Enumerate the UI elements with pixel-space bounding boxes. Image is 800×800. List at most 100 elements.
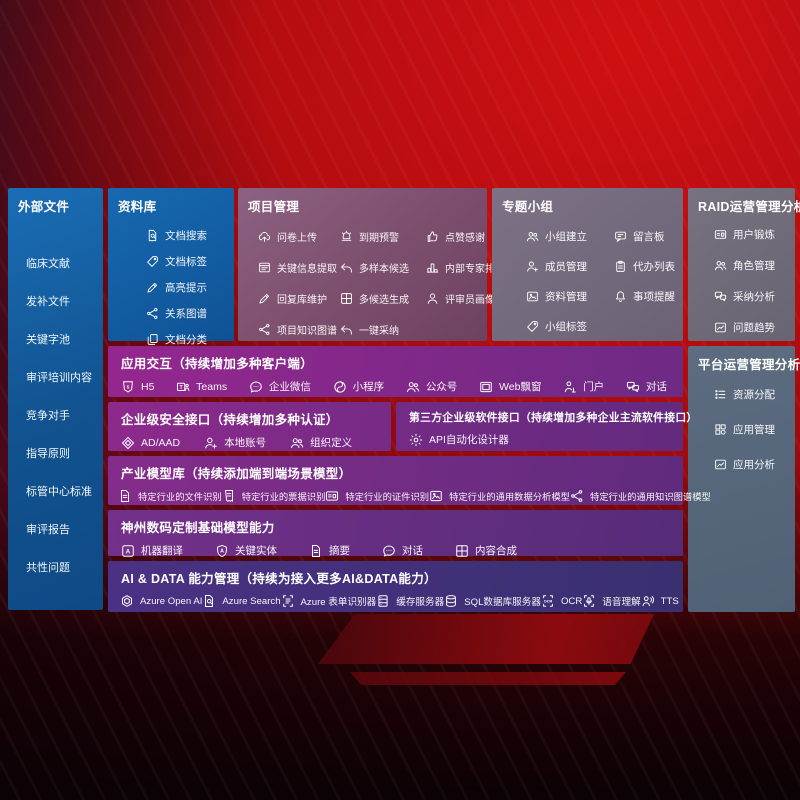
list-item: 点赞感谢 (426, 229, 505, 244)
list-item: 特定行业的通用知识图谱模型 (570, 489, 711, 503)
tag-icon (146, 255, 159, 268)
list-item: 缓存服务器 (376, 594, 444, 608)
item-label: 文档分类 (165, 334, 207, 346)
graph-icon (146, 307, 159, 320)
item-label: 公众号 (425, 381, 458, 393)
item-label: 机器翻译 (141, 545, 183, 557)
people-icon (526, 230, 539, 243)
form-recognizer-icon (281, 594, 295, 608)
list-item: Web飘窗 (479, 379, 541, 394)
item-label: 语音理解 (602, 597, 641, 608)
band-title: 应用交互（持续增加多种客户端） (121, 357, 314, 371)
item-label: 应用管理 (733, 424, 775, 436)
bell-icon (614, 290, 627, 303)
item-label: 点赞感谢 (445, 233, 485, 244)
list-item: 文档搜索 (146, 228, 226, 243)
band-title: 产业模型库（持续添加端到端场景模型） (121, 467, 352, 481)
list-item: 资源分配 (714, 387, 787, 402)
band-title: 神州数码定制基础模型能力 (121, 521, 275, 535)
band-digital-china-base-models: 神州数码定制基础模型能力 机器翻译 关键实体 摘要 对话 内容合成 (108, 510, 683, 558)
item-label: 审评报告 (26, 524, 70, 536)
item-label: 组织定义 (310, 437, 353, 449)
list-item: 关键信息提取 (258, 260, 340, 275)
list-item: 角色管理 (714, 258, 787, 273)
panel-external-files: 外部文件 临床文献 发补文件 关键字池 审评培训内容 竞争对手 指导原则 标管中心标准 审评报… (8, 188, 103, 610)
id-card-icon (714, 228, 727, 241)
local-account-icon (204, 436, 218, 450)
list-item: 机器翻译 (121, 543, 183, 558)
item-label: 特定行业的通用数据分析模型 (449, 492, 570, 502)
item-list: 临床文献 发补文件 关键字池 审评培训内容 竞争对手 指导原则 标管中心标准 审评报告 共性问题 (26, 255, 95, 575)
band-third-party-software-interface: 第三方企业级软件接口（持续增加多种企业主流软件接口） API自动化设计器 (396, 402, 697, 451)
item-label: 内部专家排名 (445, 264, 505, 275)
item-list: AD/AAD 本地账号 组织定义 (108, 435, 391, 450)
web-window-icon (479, 380, 493, 394)
sql-database-icon (444, 594, 458, 608)
item-label: 到期预警 (359, 233, 399, 244)
org-define-icon (290, 436, 304, 450)
multi-window-icon (340, 292, 353, 305)
list-item: 留言板 (614, 229, 675, 244)
list-item: H5 (121, 380, 154, 394)
item-label: 问卷上传 (277, 233, 317, 244)
list-item: 应用分析 (714, 457, 787, 472)
item-label: 关系图谱 (165, 308, 207, 320)
list-item: 特定行业的票据识别 (222, 489, 325, 503)
panel-title: 外部文件 (18, 200, 70, 214)
list-item: 文档分类 (146, 332, 226, 347)
list-item: 多候选生成 (340, 291, 426, 306)
list-item: AD/AAD (121, 436, 180, 450)
item-label: 内容合成 (475, 545, 517, 557)
item-label: 标管中心标准 (26, 486, 92, 498)
speech-icon (582, 594, 596, 608)
item-label: TTS (660, 595, 679, 607)
knowledge-graph-icon (570, 489, 584, 503)
list-item: Azure Search (202, 594, 281, 608)
band-title: 企业级安全接口（持续增加多种认证） (121, 413, 339, 427)
info-extract-icon (258, 261, 271, 274)
list-item: 企业微信 (249, 379, 311, 394)
list-item: 小组建立 (526, 229, 614, 244)
item-label: 小组标签 (545, 321, 587, 333)
list-item: 成员管理 (526, 259, 614, 274)
band-app-interaction: 应用交互（持续增加多种客户端） H5 Teams 企业微信 小程序 公众号 Web飘窗 门户… (108, 346, 683, 397)
list-item: 关系图谱 (146, 306, 226, 321)
panel-topic-groups: 专题小组 小组建立 留言板 成员管理 代办列表 资料管理 事项提醒 小组标签 (492, 188, 683, 341)
list-item: Azure 表单识别器 (281, 594, 376, 608)
item-label: H5 (141, 380, 155, 393)
item-label: 关键实体 (235, 545, 277, 557)
item-label: 门户 (583, 381, 605, 393)
item-label: 回复库维护 (277, 295, 327, 306)
item-label: 文档标签 (165, 256, 207, 268)
item-label: 事项提醒 (633, 291, 675, 303)
item-list: 小组建立 留言板 成员管理 代办列表 资料管理 事项提醒 小组标签 (526, 229, 675, 334)
item-label: API自动化设计器 (429, 434, 509, 446)
list-item: API自动化设计器 (409, 432, 509, 447)
item-label: 角色管理 (733, 260, 775, 272)
list-item: OCR (541, 594, 582, 608)
compose-grid-icon (455, 544, 469, 558)
item-label: 对话 (645, 381, 667, 393)
list-item: 特定行业的通用数据分析模型 (429, 489, 570, 503)
item-list: 特定行业的文件识别 特定行业的票据识别 特定行业的证件识别 特定行业的通用数据分析模型… (108, 489, 711, 503)
band-enterprise-security-interface: 企业级安全接口（持续增加多种认证） AD/AAD 本地账号 组织定义 (108, 402, 391, 451)
wechat-work-icon (249, 380, 263, 394)
list-item: Azure Open AI (120, 594, 202, 608)
item-label: 对话 (402, 545, 423, 557)
item-label: 摘要 (329, 545, 350, 557)
list-item: 对话 (626, 379, 667, 394)
item-label: 审评培训内容 (26, 372, 92, 384)
list-item: 审评培训内容 (26, 369, 95, 385)
item-label: 多候选生成 (359, 295, 409, 306)
item-label: 采纳分析 (733, 291, 775, 303)
roles-icon (714, 259, 727, 272)
list-item: 标管中心标准 (26, 483, 95, 499)
adopt-arrow-icon (340, 323, 353, 336)
list-item: 采纳分析 (714, 289, 787, 304)
invoice-recognition-icon (222, 489, 236, 503)
qa-bubbles-icon (714, 290, 727, 303)
list-item: 用户锻炼 (714, 227, 787, 242)
item-label: 临床文献 (26, 258, 70, 270)
knowledge-graph-icon (258, 323, 271, 336)
